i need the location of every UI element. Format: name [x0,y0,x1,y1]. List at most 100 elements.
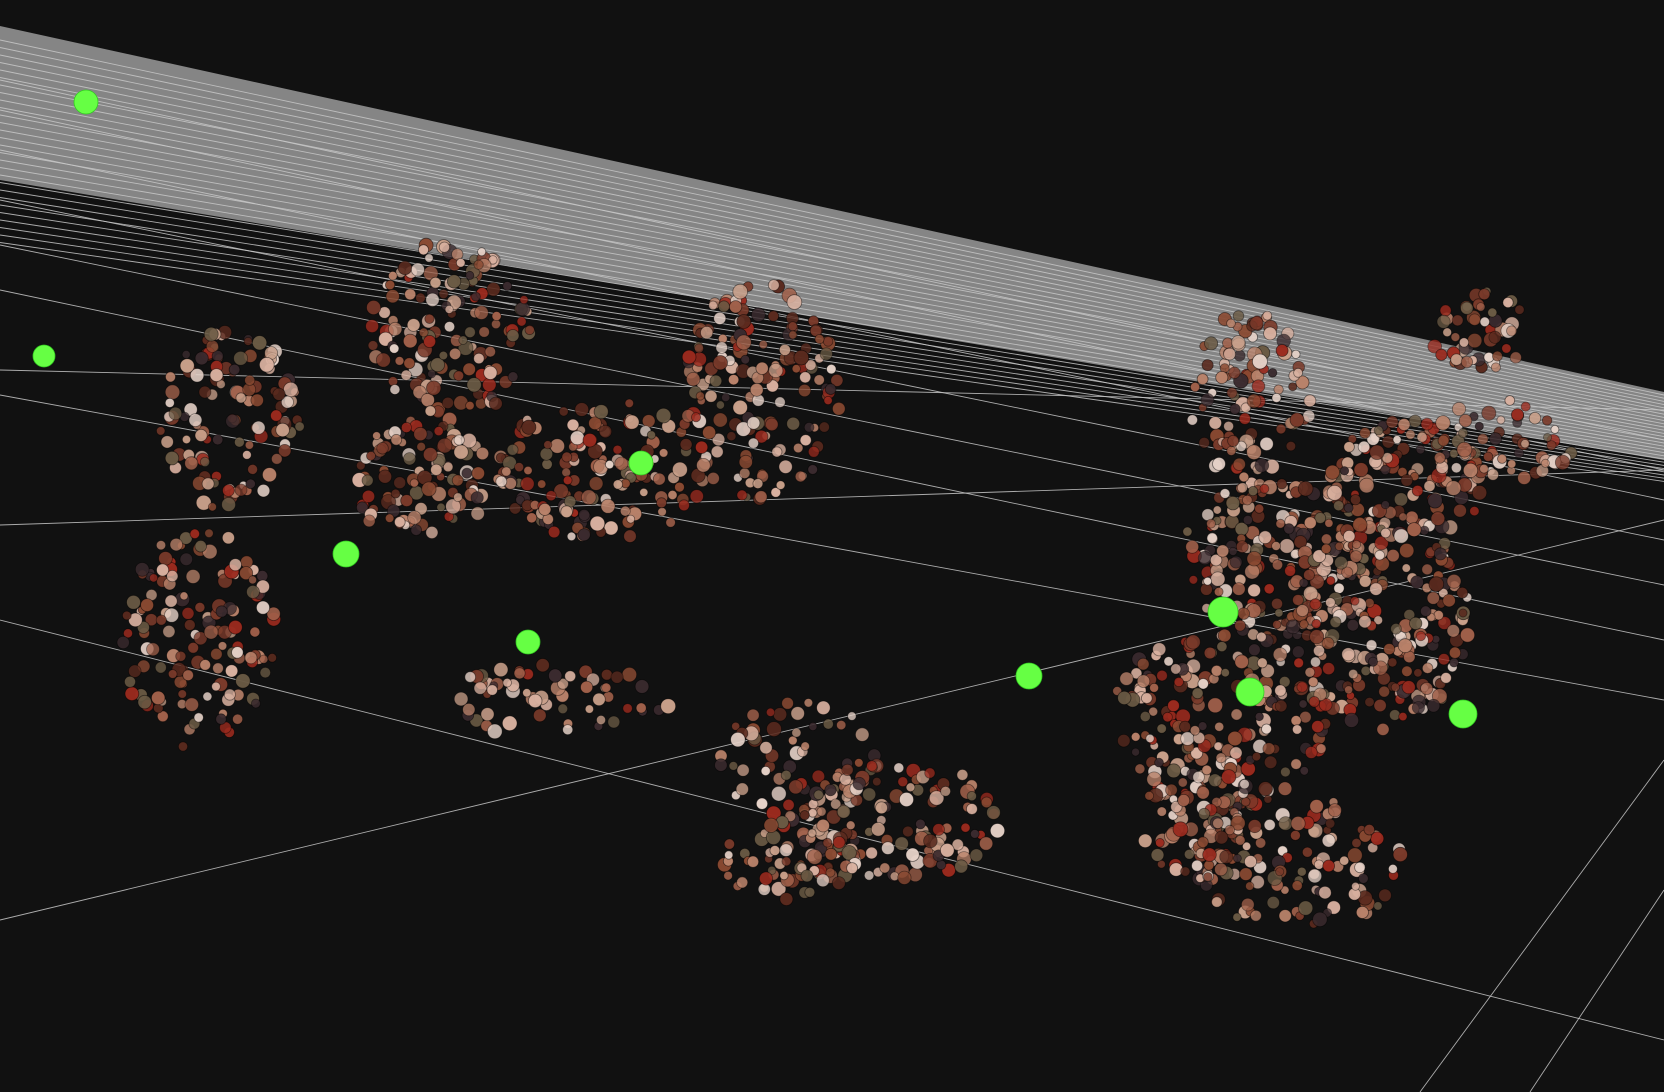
cloud-point [249,626,261,638]
cloud-point [1192,770,1205,784]
cloud-point [1251,751,1262,762]
cloud-point [1401,563,1411,573]
cloud-point [524,324,535,336]
cloud-point [436,437,453,454]
cloud-point [1173,676,1184,688]
cloud-point [270,453,283,465]
cloud-point [1329,616,1342,629]
cloud-point [1285,440,1297,452]
cloud-point [1224,824,1236,836]
cloud-point [915,818,926,830]
cloud-point [521,419,537,435]
cloud-point [1322,662,1336,676]
cloud-point [212,662,224,675]
cloud-point [464,326,476,339]
cloud-point [754,490,768,504]
cloud-point [1293,367,1303,378]
cloud-point [1196,373,1209,386]
cloud-point [1408,414,1422,428]
cloud-point [486,723,503,740]
cloud-point [1238,471,1250,483]
cloud-point [390,488,401,499]
cloud-point [378,306,391,319]
camera-marker[interactable] [332,540,360,568]
cloud-point [225,664,239,678]
cloud-point [751,307,766,323]
cloud-point [164,397,175,408]
cloud-point [724,850,734,860]
camera-marker[interactable] [1448,699,1478,729]
cloud-point [1210,571,1226,587]
cloud-point [760,766,771,777]
cloud-point [493,662,509,678]
cloud-point [1275,344,1289,357]
cloud-point [480,707,495,722]
cloud-point [1232,457,1246,471]
cloud-point [786,294,803,310]
cloud-point [1410,575,1424,589]
camera-marker[interactable] [32,344,56,368]
cloud-point [155,614,167,626]
cloud-point [259,654,269,664]
cloud-point [1190,381,1201,393]
cloud-point [562,475,573,486]
cloud-point [1191,859,1204,872]
cloud-point [205,339,219,353]
cloud-point [1251,379,1266,394]
cloud-point [1183,848,1195,860]
cloud-point [1492,350,1503,362]
cloud-point [137,694,152,710]
cloud-point [813,789,824,801]
cloud-point [267,652,278,663]
cloud-point [1221,769,1237,785]
cloud-point [140,598,155,612]
cloud-point [234,483,248,497]
cloud-point [1272,619,1282,630]
cloud-point [1373,425,1384,436]
cloud-point [875,801,888,815]
cloud-point [1130,731,1141,742]
cloud-point [1141,692,1153,704]
cloud-point [1343,712,1360,728]
cloud-point [389,343,400,354]
cloud-point [686,372,701,387]
cloud-point [702,425,717,440]
cloud-point [1291,645,1305,659]
cloud-point [547,525,561,539]
cloud-point [807,445,820,458]
camera-marker[interactable] [1015,662,1043,690]
cloud-point [182,669,194,681]
cloud-point [1488,330,1502,344]
cloud-point [800,869,814,883]
cloud-point [1467,332,1483,349]
camera-marker[interactable] [73,89,99,115]
cloud-point [1486,468,1500,481]
camera-marker[interactable] [1207,596,1239,628]
cloud-point [233,436,245,448]
cloud-point [1285,619,1301,635]
camera-markers[interactable] [32,89,1478,729]
cloud-point [709,374,723,388]
cloud-point [1520,401,1531,412]
cloud-point [1385,415,1399,429]
camera-marker[interactable] [1235,677,1265,707]
cloud-point [1230,815,1246,831]
cloud-point [1351,837,1362,849]
cloud-point [1234,654,1249,669]
cloud-point [210,647,223,661]
camera-marker[interactable] [628,450,654,476]
cloud-point [183,619,196,631]
cloud-point [1170,663,1182,675]
cloud-point [390,433,403,446]
cloud-point [759,871,774,886]
cloud-point [465,400,475,411]
cloud-point [250,698,261,709]
cloud-point [362,514,376,528]
camera-marker[interactable] [515,629,541,655]
cloud-point [1390,622,1402,635]
cloud-point [528,693,543,709]
cloud-point [969,829,980,839]
cloud-point [736,314,752,329]
